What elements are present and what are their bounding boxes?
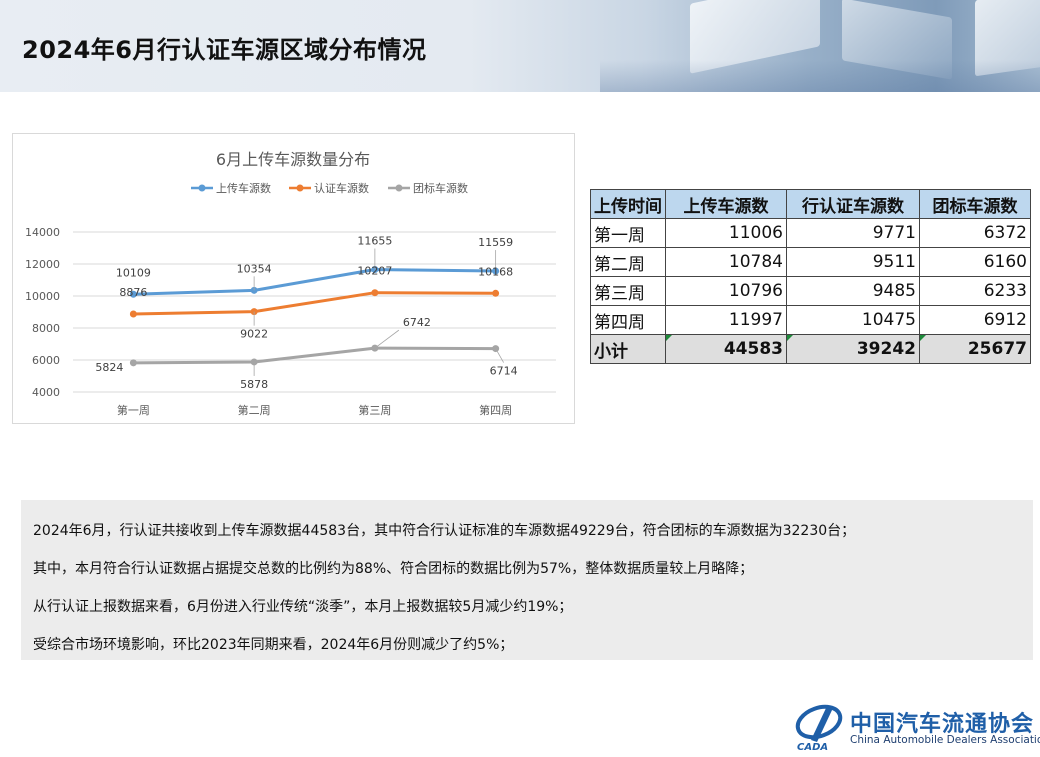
table-cell: 10784 xyxy=(665,247,787,277)
legend-label: 团标车源数 xyxy=(413,181,468,195)
col-header-certified: 行认证车源数 xyxy=(786,189,920,219)
logo-name-cn: 中国汽车流通协会 xyxy=(850,711,1035,737)
logo-mark-text: CADA xyxy=(797,742,828,752)
leader-line xyxy=(374,329,400,349)
table-cell: 6233 xyxy=(919,276,1031,306)
data-label: 9022 xyxy=(240,328,268,341)
col-header-group-std: 团标车源数 xyxy=(919,189,1031,219)
legend-marker xyxy=(296,184,304,192)
series-line xyxy=(133,291,496,316)
legend-marker xyxy=(198,184,206,192)
table-total-row: 小计 44583 39242 25677 xyxy=(590,334,1031,364)
table-cell: 11997 xyxy=(665,305,787,335)
table-cell: 6912 xyxy=(919,305,1031,335)
data-label: 10207 xyxy=(357,265,392,278)
x-tick-label: 第一周 xyxy=(117,403,150,417)
table-cell: 25677 xyxy=(919,334,1031,364)
data-label: 5878 xyxy=(240,378,268,391)
data-point xyxy=(371,289,379,297)
table-row: 第一周 11006 9771 6372 xyxy=(590,218,1031,248)
data-point xyxy=(129,359,137,367)
data-point xyxy=(129,290,137,298)
table-cell: 第四周 xyxy=(590,305,666,335)
table-cell: 39242 xyxy=(786,334,920,364)
line-chart: 6月上传车源数量分布上传车源数 认证车源数 团标车源数 4000 6000 8000 100… xyxy=(12,133,575,424)
table-cell: 44583 xyxy=(665,334,787,364)
table-cell: 6160 xyxy=(919,247,1031,277)
table-cell: 第二周 xyxy=(590,247,666,277)
series-line xyxy=(133,268,496,296)
table-cell: 9771 xyxy=(786,218,920,248)
note-line: 2024年6月，行认证共接收到上传车源数据44583台，其中符合行认证标准的车源… xyxy=(33,523,856,539)
table-row: 第四周 11997 10475 6912 xyxy=(590,305,1031,335)
chart-title: 6月上传车源数量分布 xyxy=(216,150,370,169)
table-cell: 10796 xyxy=(665,276,787,306)
header-banner: 2024年6月行认证车源区域分布情况 xyxy=(0,0,1040,92)
legend-label: 上传车源数 xyxy=(216,181,271,195)
table-header-row: 上传时间 上传车源数 行认证车源数 团标车源数 xyxy=(590,189,1031,219)
col-header-time: 上传时间 xyxy=(590,189,666,219)
series-line xyxy=(133,346,496,365)
data-point xyxy=(492,289,500,297)
table-row: 第二周 10784 9511 6160 xyxy=(590,247,1031,277)
data-point xyxy=(492,345,500,353)
x-tick-label: 第四周 xyxy=(479,403,512,417)
note-line: 从行认证上报数据来看，6月份进入行业传统“淡季”，本月上报数据较5月减少约19%… xyxy=(33,599,573,615)
leader-line xyxy=(495,348,504,363)
y-tick-label: 10000 xyxy=(25,290,60,303)
y-tick-label: 8000 xyxy=(32,322,60,335)
note-line: 受综合市场环境影响，环比2023年同期来看，2024年6月份则减少了约5%； xyxy=(33,637,514,653)
data-label: 10168 xyxy=(478,265,513,278)
y-tick-label: 12000 xyxy=(25,258,60,271)
data-label: 10109 xyxy=(116,266,151,279)
data-label: 11655 xyxy=(357,235,392,248)
y-tick-label: 4000 xyxy=(32,386,60,399)
x-tick-label: 第二周 xyxy=(238,403,271,417)
data-label: 6714 xyxy=(490,365,518,378)
logo-name-en: China Automobile Dealers Association xyxy=(850,734,1040,746)
data-label: 10354 xyxy=(237,262,272,275)
data-label: 11559 xyxy=(478,236,513,249)
summary-notes: 2024年6月，行认证共接收到上传车源数据44583台，其中符合行认证标准的车源… xyxy=(21,500,1033,660)
cada-logo-icon: CADA xyxy=(795,704,843,753)
y-tick-label: 6000 xyxy=(32,354,60,367)
table-cell: 11006 xyxy=(665,218,787,248)
data-point xyxy=(371,266,379,274)
data-label: 5824 xyxy=(95,361,123,374)
data-label: 6742 xyxy=(403,316,431,329)
legend-label: 认证车源数 xyxy=(314,181,369,195)
data-table: 上传时间 上传车源数 行认证车源数 团标车源数 第一周 11006 9771 6… xyxy=(590,189,1031,364)
table-cell: 第三周 xyxy=(590,276,666,306)
table-cell: 6372 xyxy=(919,218,1031,248)
cada-logo: CADA 中国汽车流通协会 China Automobile Dealers A… xyxy=(793,700,1040,753)
data-label: 8876 xyxy=(119,286,147,299)
col-header-upload: 上传车源数 xyxy=(665,189,787,219)
table-cell: 9485 xyxy=(786,276,920,306)
table-cell: 10475 xyxy=(786,305,920,335)
y-tick-label: 14000 xyxy=(25,226,60,239)
data-point xyxy=(129,310,137,318)
legend-marker xyxy=(395,184,403,192)
table-cell: 小计 xyxy=(590,334,666,364)
table-cell: 第一周 xyxy=(590,218,666,248)
x-tick-label: 第三周 xyxy=(358,403,391,417)
table-cell: 9511 xyxy=(786,247,920,277)
note-line: 其中，本月符合行认证数据占据提交总数的比例约为88%、符合团标的数据比例为57%… xyxy=(33,561,754,577)
page-title: 2024年6月行认证车源区域分布情况 xyxy=(22,36,427,64)
table-row: 第三周 10796 9485 6233 xyxy=(590,276,1031,306)
